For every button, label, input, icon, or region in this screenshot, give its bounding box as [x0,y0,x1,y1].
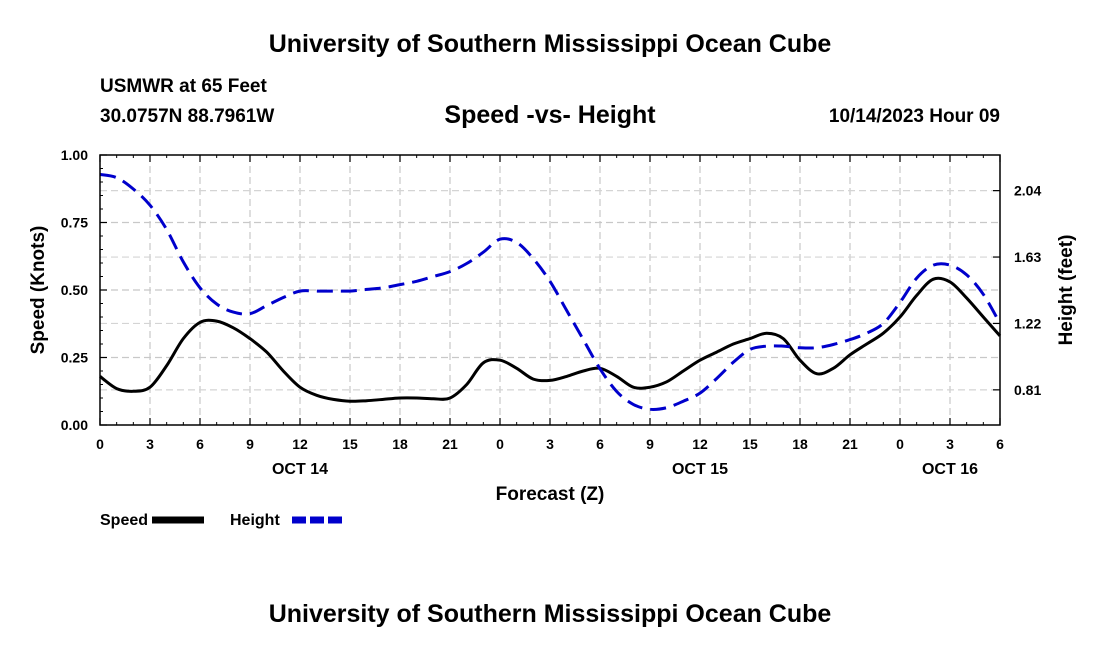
x-tick-label: 18 [392,436,408,452]
footer-title: University of Southern Mississippi Ocean… [268,600,832,628]
legend-label-height: Height [230,512,280,529]
station-label: USMWR at 65 Feet [100,76,267,97]
timestamp-label: 10/14/2023 Hour 09 [828,106,1000,127]
speed-series-line [99,276,1002,403]
y-tick-label: 1.00 [61,147,88,163]
x-axis-title: Forecast (Z) [496,484,605,505]
axes: 0 3 6 9 12 15 18 21 0 3 6 9 12 15 18 21 0 3 6 OCT 14 OCT 15 O… [61,147,1042,478]
legend-label-speed: Speed [100,512,148,529]
series-layer [99,172,1002,411]
chart-title: Speed -vs- Height [444,101,656,129]
y-tick-label: 0.00 [61,417,88,433]
y2-tick-label: 1.22 [1014,315,1041,331]
x-tick-label: 12 [292,436,308,452]
coordinates-label: 30.0757N 88.7961W [100,106,275,127]
y-axis-title: Speed (Knots) [28,226,49,355]
date-label: OCT 15 [672,461,728,478]
y-tick-label: 0.75 [61,215,88,231]
x-tick-label: 21 [842,436,858,452]
y2-tick-label: 1.63 [1014,249,1041,265]
x-tick-label: 0 [896,436,904,452]
y2-tick-label: 2.04 [1014,183,1041,199]
legend: Speed Height [100,512,344,529]
x-tick-label: 0 [96,436,104,452]
x-tick-label: 15 [342,436,358,452]
x-tick-label: 15 [742,436,758,452]
page-title: University of Southern Mississippi Ocean… [268,30,832,58]
x-tick-label: 0 [496,436,504,452]
x-tick-label: 6 [996,436,1004,452]
y2-tick-label: 0.81 [1014,382,1041,398]
x-tick-label: 3 [946,436,954,452]
x-tick-label: 18 [792,436,808,452]
height-series-line [99,172,1002,411]
y-tick-label: 0.25 [61,350,88,366]
x-tick-label: 21 [442,436,458,452]
x-tick-label: 6 [596,436,604,452]
x-tick-label: 3 [546,436,554,452]
grid [100,155,1000,425]
x-tick-label: 3 [146,436,154,452]
x-tick-label: 12 [692,436,708,452]
x-tick-label: 9 [646,436,654,452]
date-label: OCT 14 [272,461,328,478]
date-label: OCT 16 [922,461,978,478]
y2-axis-title: Height (feet) [1056,235,1077,346]
x-tick-label: 6 [196,436,204,452]
y-tick-label: 0.50 [61,282,88,298]
x-tick-label: 9 [246,436,254,452]
